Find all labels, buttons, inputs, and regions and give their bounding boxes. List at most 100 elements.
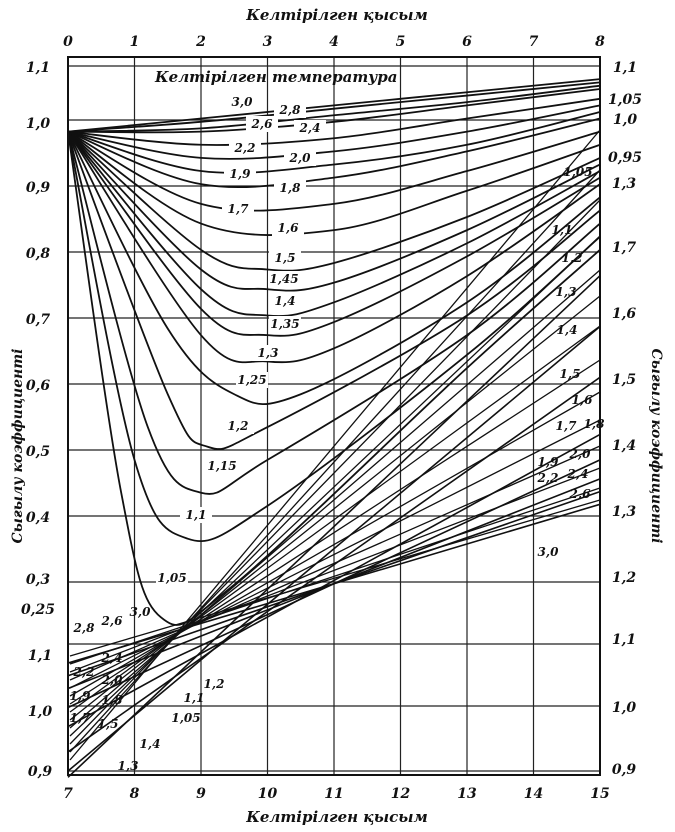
lower-curve-label: 2,2 xyxy=(537,471,559,485)
lower-curve-label: 2,4 xyxy=(567,467,589,481)
lower-curve-label: 1,6 xyxy=(572,393,594,407)
curve-label-bg xyxy=(246,116,278,132)
right-axis-title: Сығылу коэффициенті xyxy=(648,349,664,544)
top-tick-labels: 0 1 2 3 4 5 6 7 8 xyxy=(63,34,605,50)
upper-curve-label: 1,25 xyxy=(237,373,266,387)
upper-curve-line xyxy=(67,81,601,133)
upper-curve-line xyxy=(67,131,601,543)
lower-curve-label: 1,3 xyxy=(118,759,139,773)
lower-fan-line xyxy=(69,325,601,713)
bottom-tick-label: 7 xyxy=(63,786,73,802)
bottom-tick-labels: 7 8 9 10 11 12 13 14 15 xyxy=(63,786,610,802)
curve-label-bg xyxy=(224,166,256,182)
upper-curve-line xyxy=(67,130,601,212)
left-tick-label: 1,0 xyxy=(26,116,51,132)
lower-fan-line xyxy=(69,295,601,721)
lower-curve-label: 1,05 xyxy=(171,711,200,725)
curve-label-bg xyxy=(252,345,284,361)
upper-curve-label: 1,3 xyxy=(258,346,279,360)
upper-curve-label: 1,9 xyxy=(230,167,252,181)
top-tick-label: 7 xyxy=(529,34,539,50)
curve-label-bg xyxy=(222,418,254,434)
upper-curve-label: 1,6 xyxy=(278,221,300,235)
curve-label-bg xyxy=(226,94,258,110)
left-tick-label: 0,9 xyxy=(28,764,53,780)
lower-fan-line xyxy=(69,235,601,737)
lower-curve-label: 1,9 xyxy=(538,455,560,469)
right-tick-label: 1,05 xyxy=(608,92,642,108)
bottom-tick-label: 8 xyxy=(130,786,140,802)
lower-curve-label: 3,0 xyxy=(130,605,152,619)
upper-curve-label: 2,4 xyxy=(299,121,321,135)
lower-curve-label: 2,6 xyxy=(569,487,592,501)
top-axis-title: Келтірілген қысым xyxy=(245,6,428,24)
lower-curve-label: 2,0 xyxy=(569,447,592,461)
lower-curve-label: 1,05 xyxy=(563,165,592,179)
lower-curve-label: 1,7 xyxy=(70,711,92,725)
upper-curve-line xyxy=(67,88,601,134)
top-tick-label: 0 xyxy=(63,34,73,50)
lower-fan-line xyxy=(69,419,601,689)
right-tick-labels: 1,1 1,05 1,0 0,95 1,3 1,7 1,6 1,5 1,4 1,3 1,2 1,1 1,… xyxy=(608,60,642,778)
curve-label-bg xyxy=(222,201,254,217)
curve-label-bg xyxy=(206,458,238,474)
lower-fan-line xyxy=(69,169,601,753)
lower-curve-label: 1,4 xyxy=(557,323,578,337)
left-axis-title: Сығылу коэффициенті xyxy=(10,349,26,544)
top-tick-label: 3 xyxy=(263,34,273,50)
left-tick-label: 1,1 xyxy=(26,60,50,76)
bottom-tick-label: 9 xyxy=(196,786,206,802)
left-tick-label: 1,1 xyxy=(28,648,52,664)
top-tick-label: 8 xyxy=(595,34,605,50)
upper-curve-label: 1,2 xyxy=(228,419,249,433)
lower-curve-label: 1,5 xyxy=(560,367,581,381)
lower-fan-line xyxy=(69,499,601,657)
curve-label-bg xyxy=(272,220,304,236)
curve-label-bg xyxy=(156,570,188,586)
lower-curve-label: 1,8 xyxy=(102,693,124,707)
upper-curve-line xyxy=(67,111,601,174)
bottom-tick-label: 13 xyxy=(457,786,477,802)
lower-curve-label: 2,4 xyxy=(101,651,123,665)
upper-curve-label: 3,0 xyxy=(232,95,254,109)
right-tick-label: 1,7 xyxy=(612,240,637,256)
upper-curve-line xyxy=(67,131,601,495)
lower-curve-label: 1,2 xyxy=(562,251,583,265)
upper-curve-line xyxy=(67,131,601,337)
frame-rect xyxy=(67,56,601,776)
lower-curve-label: 1,8 xyxy=(584,417,606,431)
upper-curve-label: 2,2 xyxy=(234,141,256,155)
upper-curve-line xyxy=(67,97,601,146)
curve-label-bg xyxy=(284,150,316,166)
bottom-tick-label: 15 xyxy=(590,786,609,802)
bottom-axis-title: Келтірілген қысым xyxy=(245,808,428,826)
upper-curve-line xyxy=(67,130,601,272)
top-tick-label: 4 xyxy=(329,34,339,50)
left-tick-label: 0,9 xyxy=(26,180,51,196)
top-tick-label: 5 xyxy=(396,34,406,50)
left-tick-label: 0,4 xyxy=(26,510,50,526)
lower-curve-line xyxy=(67,433,601,728)
left-tick-label: 0,3 xyxy=(26,572,51,588)
upper-curve-label: 2,0 xyxy=(289,151,312,165)
top-tick-label: 1 xyxy=(130,34,140,50)
upper-curve-labels: 3,0 2,8 2,6 2,4 2,2 2,0 1,9 1,8 1,7 1,6 1,5 1,45 1,4… xyxy=(156,94,326,586)
upper-curve-line xyxy=(67,78,601,133)
left-tick-labels: 1,1 1,0 0,9 0,8 0,7 0,6 0,5 0,4 0,3 0,25 1,1 1,0 0,9 xyxy=(21,60,55,780)
upper-curve-label: 2,6 xyxy=(251,117,274,131)
left-tick-label: 0,5 xyxy=(26,444,50,460)
upper-curve-label: 1,8 xyxy=(280,181,302,195)
top-tick-label: 6 xyxy=(462,34,472,50)
legend-title: Келтірілген температура xyxy=(154,68,397,86)
lower-curve-label: 3,0 xyxy=(538,545,560,559)
lower-curve-labels: 2,8 2,63,02,42,22,01,9 1,81,7 1,51,41,31,21… xyxy=(70,165,606,773)
lower-curve-label: 1,1 xyxy=(184,691,205,705)
upper-curve-line xyxy=(67,84,601,133)
lower-curve-label: 1,1 xyxy=(552,223,573,237)
right-tick-label: 1,0 xyxy=(612,700,637,716)
curve-label-bg xyxy=(269,293,301,309)
left-tick-label: 0,25 xyxy=(21,602,55,618)
lower-curve-label: 1,3 xyxy=(556,285,577,299)
lower-fan-line xyxy=(69,391,601,697)
curve-label-bg xyxy=(269,250,301,266)
